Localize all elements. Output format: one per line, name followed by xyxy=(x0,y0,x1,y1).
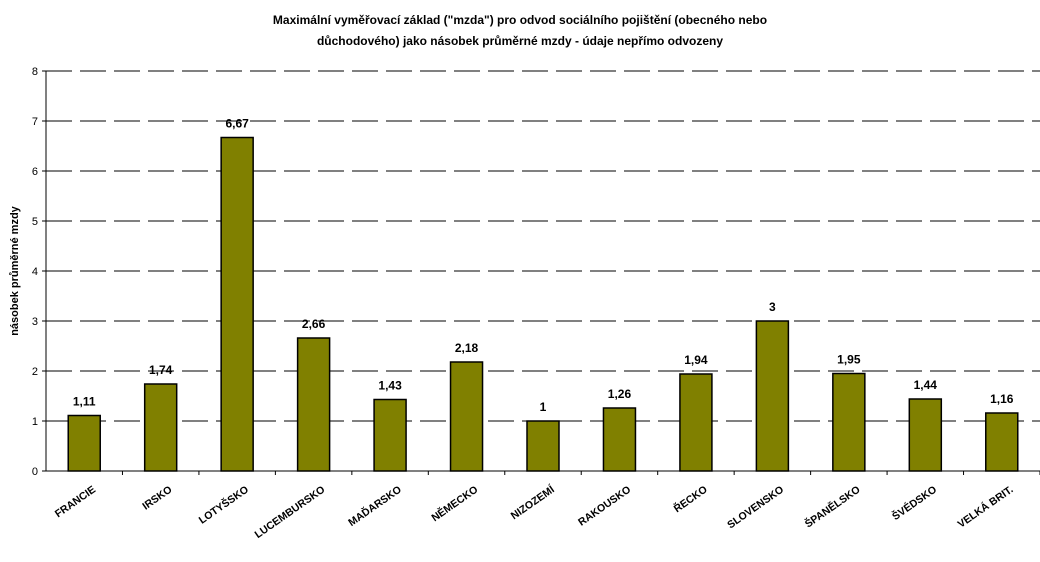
bar xyxy=(220,136,254,472)
category-label: ŠPANĚLSKO xyxy=(802,483,862,531)
category-label: LUCEMBURSKO xyxy=(253,484,328,541)
category-label: ŠVÉDSKO xyxy=(890,483,940,523)
data-label: 1,95 xyxy=(837,353,861,367)
category-label: SLOVENSKO xyxy=(725,484,786,532)
data-label: 1,11 xyxy=(73,395,96,409)
category-label: NĚMECKO xyxy=(429,483,480,524)
data-label: 1 xyxy=(540,400,547,414)
y-tick-label: 3 xyxy=(32,316,38,328)
data-label: 6,67 xyxy=(225,117,249,131)
bar xyxy=(679,373,713,472)
y-tick-label: 0 xyxy=(32,466,38,478)
bar xyxy=(985,412,1019,472)
data-label: 1,43 xyxy=(378,379,402,393)
data-label: 2,18 xyxy=(455,341,479,355)
category-label: VELKÁ BRIT. xyxy=(955,483,1016,531)
chart-title-line-1: Maximální vyměřovací základ ("mzda") pro… xyxy=(273,13,767,27)
category-label: FRANCIE xyxy=(53,484,98,521)
y-tick-labels: 0 1 2 3 4 5 6 7 8 xyxy=(32,66,46,478)
data-label: 1,44 xyxy=(914,378,938,392)
y-tick-label: 4 xyxy=(32,266,38,278)
data-label: 1,74 xyxy=(149,363,173,377)
bar xyxy=(143,383,178,472)
y-tick-label: 2 xyxy=(32,366,38,378)
bar xyxy=(296,337,331,472)
bar xyxy=(449,361,484,472)
y-axis-label: násobek průměrné mzdy xyxy=(9,205,21,335)
y-tick-label: 1 xyxy=(32,416,38,428)
y-tick-label: 6 xyxy=(32,166,38,178)
chart-title-line-2: důchodového) jako násobek průměrné mzdy … xyxy=(317,34,723,48)
bar xyxy=(755,320,790,472)
category-labels: FRANCIE IRSKO LOTYŠSKO LUCEMBURSKO MAĎARSKO N… xyxy=(53,471,1040,541)
category-label: NIZOZEMÍ xyxy=(508,482,557,522)
data-label: 1,26 xyxy=(608,387,632,401)
data-label: 1,16 xyxy=(990,392,1014,406)
bar xyxy=(602,407,637,472)
gridlines xyxy=(46,70,1040,422)
category-label: ŘECKO xyxy=(671,483,710,515)
category-label: LOTYŠSKO xyxy=(196,483,251,527)
category-label: IRSKO xyxy=(140,484,174,513)
category-label: MAĎARSKO xyxy=(346,483,404,529)
category-label: RAKOUSKO xyxy=(576,484,633,529)
y-tick-label: 7 xyxy=(32,116,38,128)
y-tick-label: 8 xyxy=(32,66,38,78)
data-label: 1,94 xyxy=(684,353,708,367)
bar xyxy=(908,398,943,472)
y-tick-label: 5 xyxy=(32,216,38,228)
bar xyxy=(373,398,407,472)
data-label: 2,66 xyxy=(302,317,326,331)
bar xyxy=(67,414,101,472)
bar xyxy=(526,420,560,472)
data-labels: 1,11 1,74 6,67 2,66 1,43 2,18 1 1,26 1,94 3 1,95 1,… xyxy=(73,117,1014,415)
bar xyxy=(832,372,866,472)
data-label: 3 xyxy=(769,300,776,314)
